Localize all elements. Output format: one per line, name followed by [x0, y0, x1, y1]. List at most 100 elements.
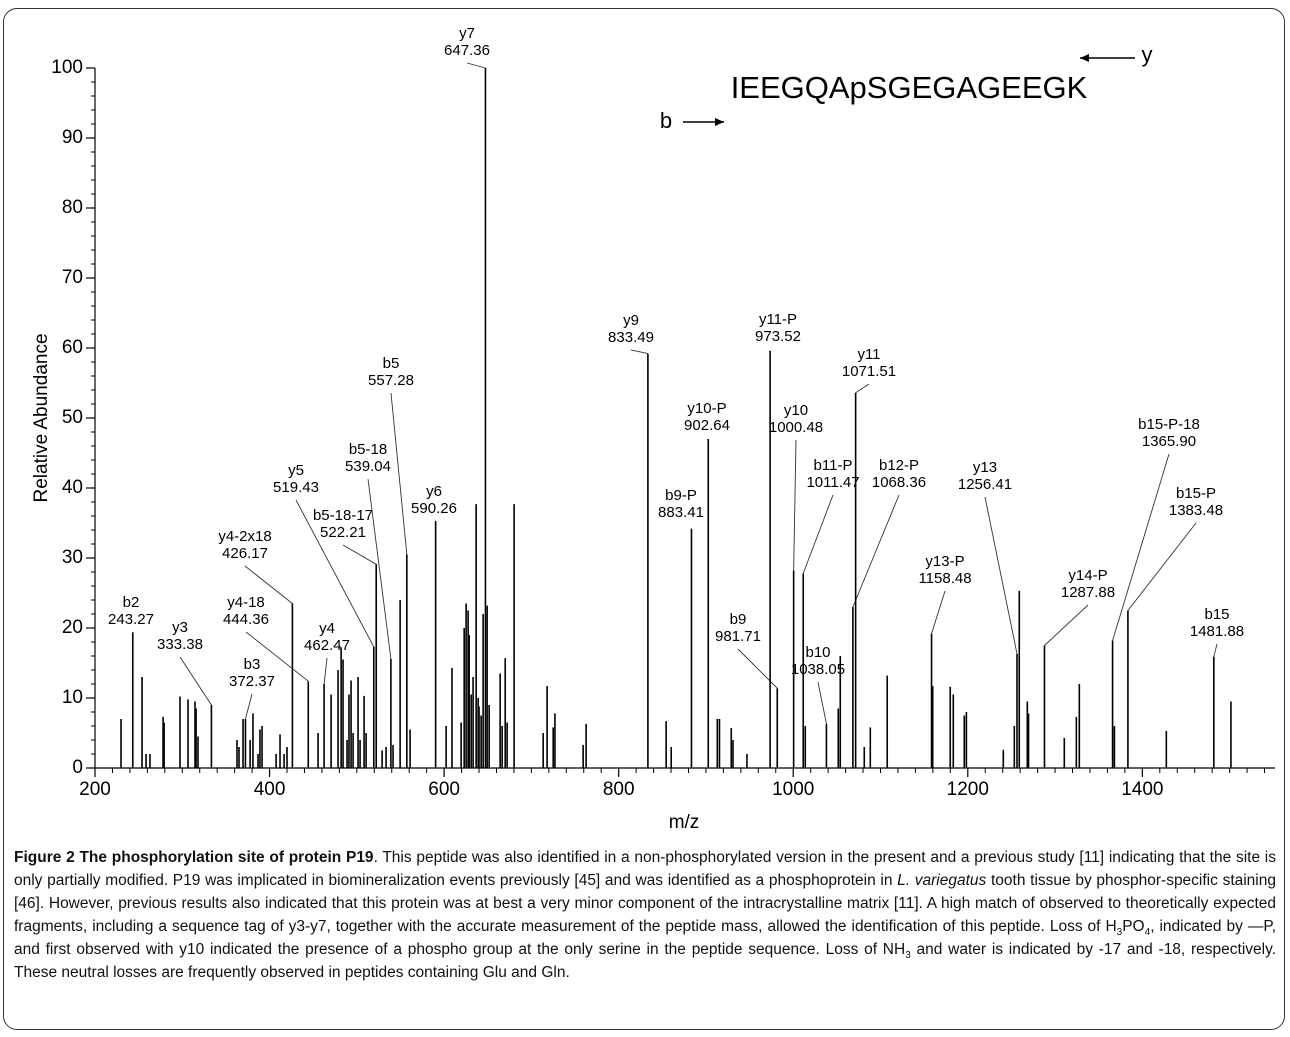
peak-ion-label: b2	[123, 594, 140, 611]
peak-ion-label: y4-18	[227, 594, 265, 611]
peak-mz-label: 333.38	[157, 636, 203, 653]
peak-ion-label: y13-P	[925, 553, 964, 570]
y-tick-label: 100	[51, 57, 83, 78]
leader-line	[931, 590, 946, 634]
peak-ion-label: y6	[426, 483, 442, 500]
chart: IEEGQApSGEGAGEEGK b y m/z Relative Abund…	[31, 25, 1275, 833]
caption-text: tooth tissue by phosphor-specific staini…	[14, 872, 1276, 935]
leader-line	[466, 62, 486, 69]
leader-line	[295, 499, 375, 648]
x-tick-label: 400	[254, 779, 286, 800]
leader-line	[367, 478, 392, 659]
b-series-label: b	[660, 108, 672, 133]
peak-mz-label: 973.52	[755, 328, 801, 345]
peak-mz-label: 981.71	[715, 628, 761, 645]
peak-ion-label: b12-P	[879, 457, 919, 474]
y-tick-label: 30	[62, 547, 83, 568]
peak-ion-label: y13	[973, 459, 997, 476]
leader-line	[342, 544, 377, 565]
leader-line	[1112, 453, 1170, 641]
peak-ion-label: b10	[805, 644, 830, 661]
peak-mz-label: 1071.51	[842, 363, 896, 380]
peak-ion-label: y5	[288, 462, 304, 479]
leader-line	[630, 349, 648, 355]
peak-ion-label: y4-2x18	[218, 528, 271, 545]
peak-mz-label: 522.21	[320, 524, 366, 541]
peak-ion-label: b15-P	[1176, 485, 1216, 502]
peak-mz-label: 557.28	[368, 372, 414, 389]
peak-mz-label: 883.41	[658, 504, 704, 521]
peak-ion-label: b3	[244, 656, 261, 673]
peak-ion-label: y10-P	[687, 400, 726, 417]
caption-subscript: 3	[1116, 927, 1123, 939]
peak-ion-label: b15-P-18	[1138, 416, 1200, 433]
peak-mz-label: 372.37	[229, 673, 275, 690]
y-tick-label: 10	[62, 687, 83, 708]
y-tick-label: 80	[62, 197, 83, 218]
peak-mz-label: 1068.36	[872, 474, 926, 491]
caption-species: L. variegatus	[897, 872, 987, 889]
peak-ion-label: y11-P	[759, 311, 797, 328]
leader-line	[390, 392, 408, 555]
peak-mz-label: 1011.47	[806, 474, 859, 491]
peak-ion-label: b5-18	[349, 441, 387, 458]
x-tick-label: 1200	[947, 779, 989, 800]
caption-text: and water is indicated by -17 and -18, r…	[14, 941, 1276, 981]
leader-line	[855, 383, 870, 394]
caption-subscript: 3	[905, 950, 911, 962]
leader-line	[245, 631, 309, 682]
caption-title: Figure 2 The phosphorylation site of pro…	[14, 849, 374, 866]
leader-line	[817, 681, 827, 724]
y-tick-label: 0	[72, 757, 83, 778]
y-tick-label: 60	[62, 337, 83, 358]
peptide-sequence: IEEGQApSGEGAGEEGK	[731, 70, 1088, 105]
peak-ion-label: y7	[459, 25, 475, 42]
figure-caption: Figure 2 The phosphorylation site of pro…	[14, 846, 1276, 984]
caption-text: , indicated by —P, and first observed wi…	[14, 918, 1276, 958]
x-tick-label: 1000	[772, 779, 814, 800]
peak-mz-label: 243.27	[108, 611, 154, 628]
y-tick-label: 90	[62, 127, 83, 148]
peak-mz-label: 833.49	[608, 329, 654, 346]
leader-line	[245, 693, 253, 720]
peak-mz-label: 426.17	[222, 545, 268, 562]
peak-mz-label: 1481.88	[1190, 623, 1244, 640]
peak-ion-label: b15	[1204, 606, 1229, 623]
caption-subscript: 4	[1144, 927, 1151, 939]
peak-ion-label: y9	[623, 312, 639, 329]
y-axis-label: Relative Abundance	[31, 333, 52, 502]
leader-line	[793, 439, 797, 571]
peak-ion-label: y14-P	[1068, 567, 1107, 584]
y-tick-label: 50	[62, 407, 83, 428]
b-arrow-head	[715, 118, 724, 126]
peak-mz-label: 1158.48	[918, 570, 971, 587]
leader-line	[179, 656, 212, 706]
peak-mz-label: 1038.05	[791, 661, 845, 678]
leader-line	[323, 657, 328, 685]
x-tick-label: 600	[428, 779, 460, 800]
peak-mz-label: 647.36	[444, 42, 490, 59]
peak-ion-label: y3	[172, 619, 188, 636]
y-series-label: y	[1142, 42, 1153, 67]
y-tick-label: 20	[62, 617, 83, 638]
leader-line	[244, 565, 293, 604]
leader-line	[984, 496, 1018, 654]
peak-mz-label: 1287.88	[1061, 584, 1115, 601]
leader-line	[1044, 604, 1089, 646]
peak-mz-label: 462.47	[304, 637, 350, 654]
caption-text: . This peptide was also identified in a …	[14, 849, 1276, 889]
peak-ion-label: b9	[730, 611, 747, 628]
figure-frame	[3, 8, 1285, 1030]
x-tick-label: 1400	[1121, 779, 1163, 800]
peak-ion-label: b5	[383, 355, 400, 372]
peak-mz-label: 590.26	[411, 500, 457, 517]
leader-line	[737, 648, 778, 689]
peak-mz-label: 1000.48	[769, 419, 823, 436]
peak-mz-label: 1365.90	[1142, 433, 1196, 450]
peak-mz-label: 444.36	[223, 611, 269, 628]
peak-ion-label: b11-P	[814, 457, 853, 474]
x-tick-label: 800	[603, 779, 635, 800]
y-tick-label: 40	[62, 477, 83, 498]
leader-line	[852, 494, 900, 608]
